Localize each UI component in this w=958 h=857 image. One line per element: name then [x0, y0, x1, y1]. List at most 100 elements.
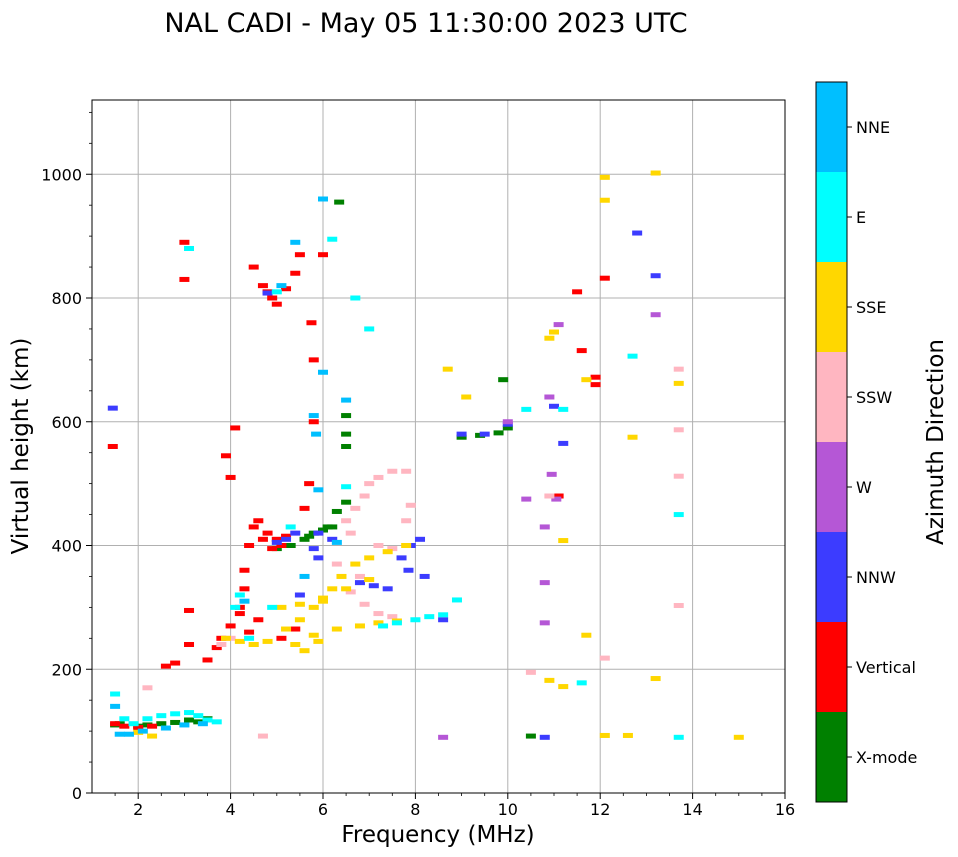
data-point	[299, 648, 310, 654]
y-axis-label: Virtual height (km)	[8, 338, 34, 555]
y-tick-label: 600	[51, 413, 82, 432]
data-point	[350, 295, 361, 301]
data-point	[202, 657, 213, 663]
data-point	[456, 434, 467, 440]
data-point	[551, 496, 562, 502]
data-point	[299, 505, 310, 511]
data-point	[119, 723, 130, 729]
data-point	[244, 629, 255, 635]
x-tick-label: 8	[410, 800, 420, 819]
data-point	[502, 425, 513, 431]
data-point	[415, 536, 426, 542]
series-e	[110, 236, 684, 740]
data-point	[345, 530, 356, 536]
data-point	[331, 539, 342, 545]
data-point	[294, 592, 305, 598]
data-point	[110, 721, 121, 727]
data-point	[184, 246, 195, 251]
data-point	[318, 527, 328, 533]
data-point	[234, 638, 245, 644]
data-point	[456, 431, 467, 437]
data-point	[193, 713, 204, 719]
data-point	[276, 604, 287, 610]
y-tick-label: 400	[51, 537, 82, 556]
data-point	[368, 583, 379, 589]
colorbar-segment	[816, 532, 847, 622]
colorbar-tick-label: E	[856, 208, 866, 227]
data-point	[184, 710, 195, 716]
data-point	[479, 431, 490, 437]
colorbar-tick-label: NNW	[856, 568, 896, 587]
data-point	[650, 676, 661, 682]
data-point	[276, 543, 287, 548]
data-point	[373, 611, 384, 617]
data-point	[544, 394, 555, 400]
data-point	[590, 382, 601, 388]
data-point	[493, 430, 504, 436]
data-point	[544, 677, 555, 683]
data-point	[119, 716, 130, 722]
data-point	[225, 623, 236, 629]
data-point	[403, 567, 414, 573]
data-point	[290, 626, 301, 632]
x-tick-label: 10	[498, 800, 518, 819]
x-tick-label: 16	[775, 800, 795, 819]
data-point	[299, 573, 310, 579]
data-point	[262, 530, 273, 536]
colorbar-segment	[816, 622, 847, 712]
data-point	[230, 425, 241, 431]
data-point	[107, 405, 118, 411]
data-point	[142, 685, 153, 691]
data-point	[202, 717, 213, 723]
data-point	[257, 283, 268, 289]
data-point	[341, 444, 352, 449]
data-point	[123, 731, 134, 737]
data-point	[544, 335, 555, 341]
data-point	[387, 614, 398, 620]
y-tick-label: 1000	[41, 165, 82, 184]
data-point	[281, 533, 292, 539]
data-point	[498, 377, 509, 383]
data-point	[341, 586, 352, 592]
series-sse	[133, 170, 744, 740]
data-point	[257, 536, 268, 542]
data-point	[308, 632, 319, 638]
colorbar-segment	[816, 352, 847, 442]
data-point	[331, 626, 342, 632]
data-point	[341, 499, 352, 505]
data-point	[546, 471, 557, 477]
colorbar-segment	[816, 262, 847, 352]
colorbar-tick-label: SSW	[856, 388, 892, 407]
data-point	[438, 612, 449, 618]
data-point	[424, 614, 435, 620]
data-point	[308, 419, 319, 425]
data-point	[308, 546, 319, 552]
data-point	[391, 620, 402, 626]
data-point	[401, 468, 412, 474]
data-point	[318, 252, 328, 258]
data-point	[410, 617, 421, 623]
data-point	[271, 539, 282, 545]
data-point	[184, 642, 195, 647]
data-point	[308, 604, 319, 610]
data-point	[521, 496, 532, 502]
y-tick-label: 0	[72, 784, 82, 803]
data-point	[281, 536, 292, 542]
data-point	[276, 283, 287, 289]
plot-area: 2 4 6 8 10 12 14 16 0 200 400 600 800 1000	[41, 99, 795, 819]
data-point	[253, 617, 264, 623]
data-point	[673, 427, 684, 433]
x-tick-label: 2	[133, 800, 143, 819]
data-point	[197, 721, 208, 727]
y-axis-ticks: 0 200 400 600 800 1000	[41, 111, 92, 803]
data-point	[239, 598, 250, 604]
data-point	[553, 493, 564, 499]
data-point	[558, 684, 569, 690]
data-point	[622, 732, 633, 738]
data-point	[313, 555, 324, 561]
data-point	[170, 719, 181, 725]
data-point	[438, 617, 449, 623]
data-point	[451, 597, 462, 603]
data-point	[350, 505, 361, 511]
data-point	[521, 406, 532, 412]
